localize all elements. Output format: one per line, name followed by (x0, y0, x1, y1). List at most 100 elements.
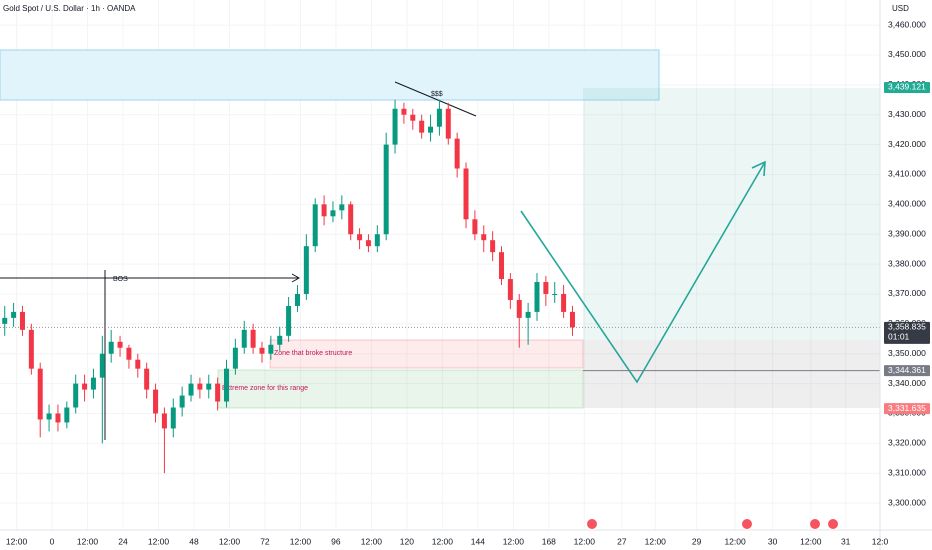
candle-body (55, 413, 61, 423)
y-tick-label: 3,430.000 (888, 109, 926, 119)
candle-body (135, 359, 141, 369)
candle-body (534, 282, 540, 312)
candle-body (153, 389, 159, 414)
x-tick-label: 12:00 (148, 536, 170, 546)
x-tick-label: 12:00 (77, 536, 99, 546)
candle-body (19, 311, 25, 330)
x-tick-label: 12:00 (361, 536, 383, 546)
x-tick-label: 72 (260, 536, 270, 546)
candle-body (11, 311, 17, 318)
y-tick-label: 3,340.000 (888, 378, 926, 388)
x-tick-label: 12:00 (503, 536, 525, 546)
price-tag (884, 321, 930, 344)
price-tag-countdown: 01:01 (888, 332, 910, 342)
candle-body (197, 383, 203, 390)
candle-body (330, 210, 336, 217)
candle-body (170, 407, 176, 429)
y-tick-label: 3,400.000 (888, 199, 926, 209)
candle-body (46, 413, 52, 420)
candle-body (357, 234, 363, 241)
candle-body (277, 335, 283, 345)
price-tag (884, 403, 930, 415)
x-tick-label: 12:00 (6, 536, 28, 546)
candle-body (472, 219, 478, 235)
projection-arrow (751, 160, 766, 177)
event-icon (587, 519, 597, 529)
x-tick-label: 24 (118, 536, 128, 546)
x-tick-label: 30 (768, 536, 778, 546)
x-tick-label: 120 (400, 536, 414, 546)
candle-body (37, 368, 43, 420)
candle-body (436, 108, 442, 127)
supply-zone (0, 49, 660, 101)
liquidity-line (394, 81, 477, 117)
candle-body (64, 407, 70, 423)
y-tick-label: 3,350.000 (888, 348, 926, 358)
y-tick-label: 3,450.000 (888, 49, 926, 59)
x-tick-label: 27 (617, 536, 627, 546)
bos-label: BOS (113, 276, 128, 283)
candles (2, 99, 575, 474)
x-tick-label: 12:00 (219, 536, 241, 546)
levels (0, 326, 880, 372)
candle-body (312, 204, 318, 247)
candle-body (215, 383, 221, 402)
stop-box (583, 340, 880, 408)
candle-body (28, 329, 34, 369)
price-tag (884, 81, 930, 93)
y-tick-label: 3,300.000 (888, 497, 926, 507)
price-tag-label: 3,439.121 (888, 82, 926, 92)
candle-body (392, 108, 398, 145)
candle-body (552, 293, 558, 295)
candle-body (401, 108, 407, 115)
event-icons (587, 519, 838, 529)
candle-body (82, 383, 88, 390)
candle-body (99, 353, 105, 378)
x-tick-label: 12:00 (800, 536, 822, 546)
x-tick-label: 144 (471, 536, 485, 546)
candle-body (241, 329, 247, 348)
candle-body (445, 108, 451, 139)
extreme-zone-label: Extreme zone for this range (222, 385, 308, 392)
candle-body (543, 282, 549, 294)
candle-body (525, 311, 531, 318)
target-box (583, 88, 880, 340)
x-tick-label: 31 (841, 536, 851, 546)
candle-body (2, 317, 8, 324)
candle-body (126, 347, 132, 360)
currency: USD (892, 4, 909, 13)
candle-body (294, 293, 300, 306)
candle-body (481, 234, 487, 241)
price-tag-label: 3,344.361 (888, 365, 926, 375)
y-tick-label: 3,390.000 (888, 228, 926, 238)
candle-body (259, 347, 265, 354)
candle-body (268, 344, 274, 354)
candle-body (410, 114, 416, 121)
liquidity-label: $$$ (431, 91, 443, 98)
symbol-title: Gold Spot / U.S. Dollar · 1h · OANDA (3, 4, 136, 13)
x-tick-label: 12:00 (724, 536, 746, 546)
candle-body (365, 240, 371, 247)
candle-body (117, 341, 123, 348)
candle-body (90, 377, 96, 390)
x-tick-label: 48 (189, 536, 199, 546)
candle-body (108, 341, 114, 354)
price-tag-label: 3,358.835 (888, 322, 926, 332)
price-tag-label: 3,331.635 (888, 403, 926, 413)
candle-body (144, 368, 150, 390)
x-tick-label: 12:00 (290, 536, 312, 546)
candle-body (339, 204, 345, 211)
event-icon (742, 519, 752, 529)
x-tick-label: 96 (331, 536, 341, 546)
x-tick-label: 29 (692, 536, 702, 546)
candle-body (419, 120, 425, 133)
candle-body (73, 383, 79, 408)
candle-body (348, 204, 354, 235)
structure-zone (269, 339, 584, 369)
x-tick-label: 168 (542, 536, 556, 546)
y-tick-label: 3,420.000 (888, 139, 926, 149)
y-tick-label: 3,380.000 (888, 258, 926, 268)
x-tick-label: 12:00 (574, 536, 596, 546)
candle-body (286, 305, 292, 336)
